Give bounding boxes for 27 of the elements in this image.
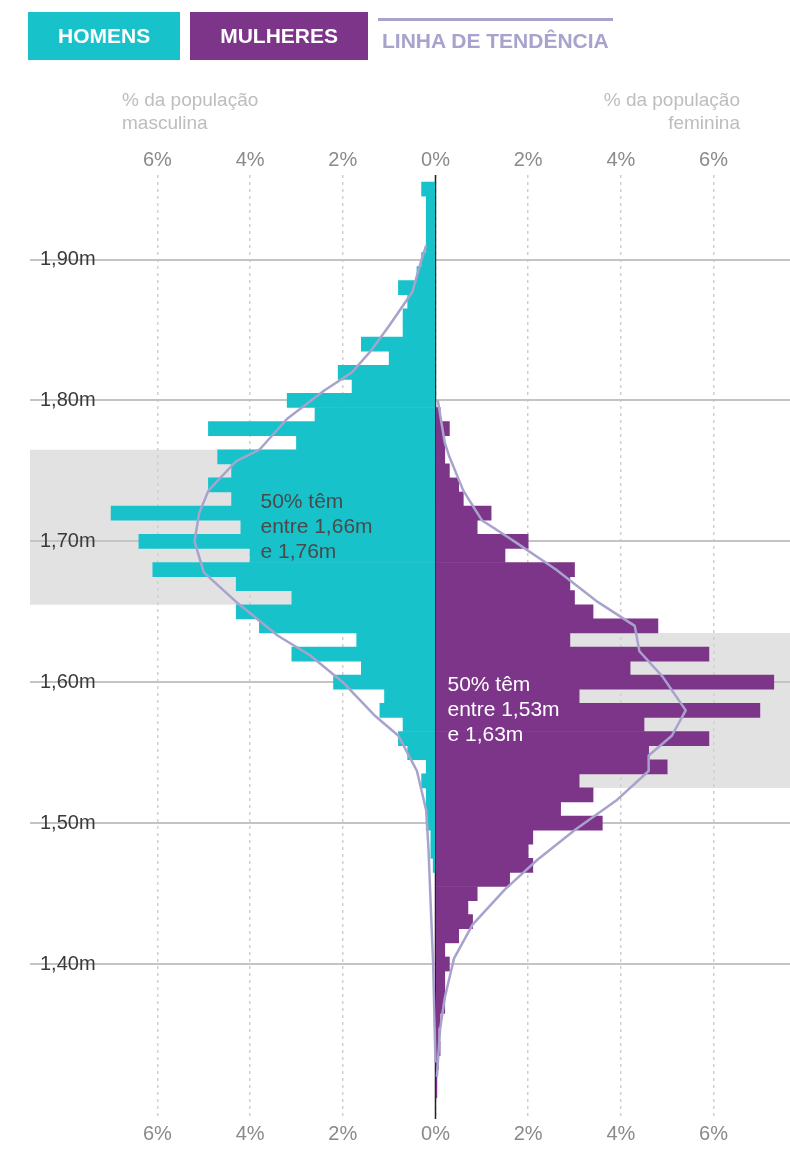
x-tick-label: 4% xyxy=(606,1121,636,1144)
x2-tick-label: 0% xyxy=(421,147,451,170)
text: LINHA DE TENDÊNCIA xyxy=(378,18,613,60)
y-tick-label: 1,70m xyxy=(40,528,96,551)
x2-tick-label: 2% xyxy=(328,147,358,170)
text: % da população masculina xyxy=(122,88,260,134)
x-tick-label: 0% xyxy=(421,1121,451,1144)
y-tick-label: 1,80m xyxy=(40,387,96,410)
x-tick-label: 4% xyxy=(235,1121,265,1144)
x2-tick-label: 6% xyxy=(142,147,173,170)
x2-tick-label: 2% xyxy=(513,147,543,170)
text: HOMENS xyxy=(28,12,181,60)
y-tick-label: 1,90m xyxy=(40,247,96,270)
y-tick-label: 1,60m xyxy=(40,669,96,692)
x2-tick-label: 4% xyxy=(235,147,265,170)
x-tick-label: 6% xyxy=(142,1121,173,1144)
x-tick-label: 2% xyxy=(328,1121,358,1144)
text: % da população feminina xyxy=(602,88,740,134)
band-label: 50% têm entre 1,66m e 1,76m xyxy=(260,489,373,563)
x-tick-label: 2% xyxy=(513,1121,543,1144)
band-label: 50% têm entre 1,53m e 1,63m xyxy=(447,672,560,746)
y-tick-label: 1,40m xyxy=(40,951,96,974)
x-tick-label: 6% xyxy=(699,1121,729,1144)
y-tick-label: 1,50m xyxy=(40,810,96,833)
x2-tick-label: 4% xyxy=(606,147,636,170)
x2-tick-label: 6% xyxy=(699,147,729,170)
text: MULHERES xyxy=(190,12,369,60)
